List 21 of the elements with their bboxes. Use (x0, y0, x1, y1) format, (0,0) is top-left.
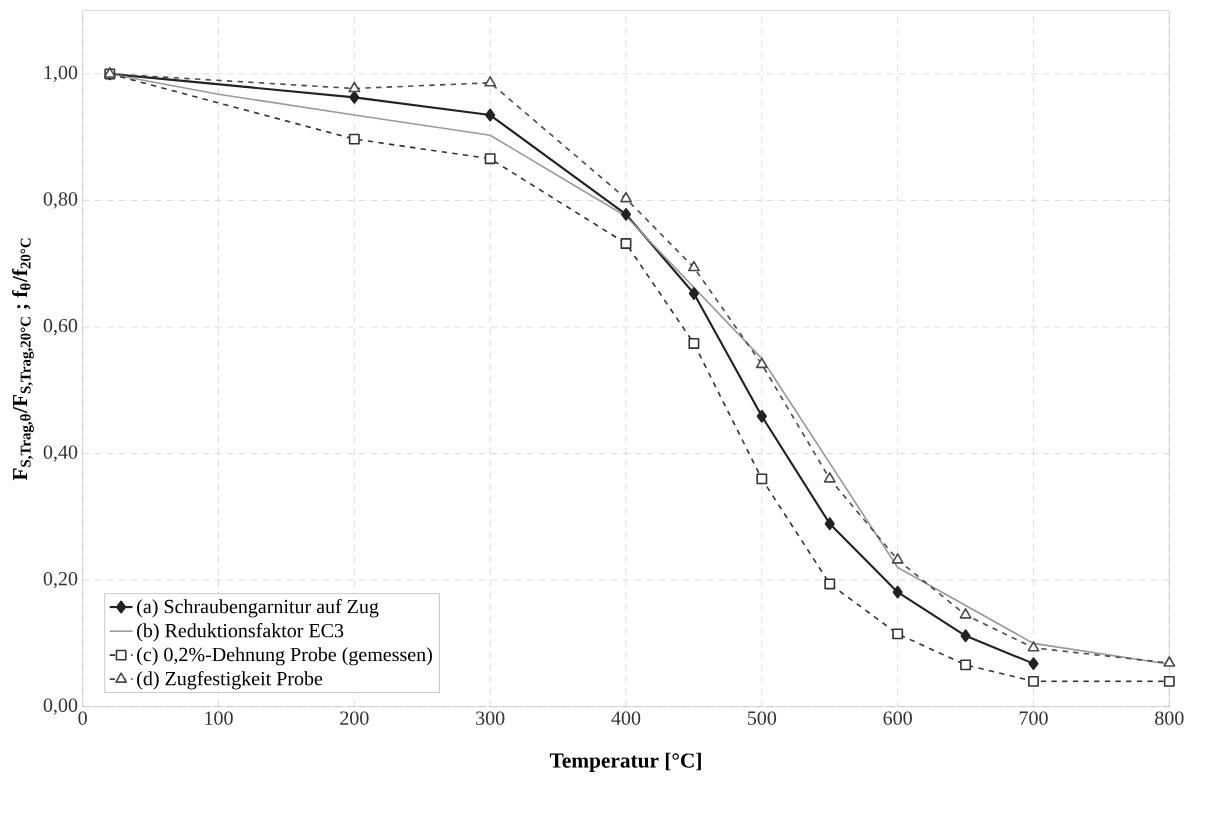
y-tick-label: 0,20 (43, 571, 78, 589)
x-tick-label: 600 (883, 711, 912, 725)
x-tick-label: 500 (748, 711, 777, 725)
y-tick-label: 1,00 (44, 65, 78, 82)
x-tick-label: 200 (340, 711, 369, 725)
y-tick-label: 0,80 (43, 192, 78, 209)
y-tick-label: 0,40 (43, 445, 78, 462)
legend-label: (d) Zugfestigkeit Probe (137, 670, 323, 690)
x-tick-label: 800 (1155, 711, 1184, 725)
x-tick-label: 700 (1019, 711, 1048, 725)
legend-label: (c) 0,2%-Dehnung Probe (gemessen) (137, 647, 432, 666)
legend-label: (b) Reduktionsfaktor EC3 (137, 622, 344, 642)
x-tick-label: 0 (78, 711, 87, 725)
legend-label: (a) Schraubengarnitur auf Zug (137, 598, 379, 618)
x-tick-label: 400 (611, 711, 641, 725)
x-tick-label: 300 (476, 711, 505, 725)
y-axis-title: F$_{S,Trag,θ}$/F$_{S,Trag,20°C}$ ; f$_{θ}$/f$_{20°C}$ (12, 238, 34, 481)
y-tick-label: 0,60 (43, 318, 78, 336)
x-axis-title: Temperatur [°C] (549, 752, 701, 772)
y-tick-label: 0,00 (43, 698, 78, 715)
x-tick-label: 100 (205, 711, 233, 725)
